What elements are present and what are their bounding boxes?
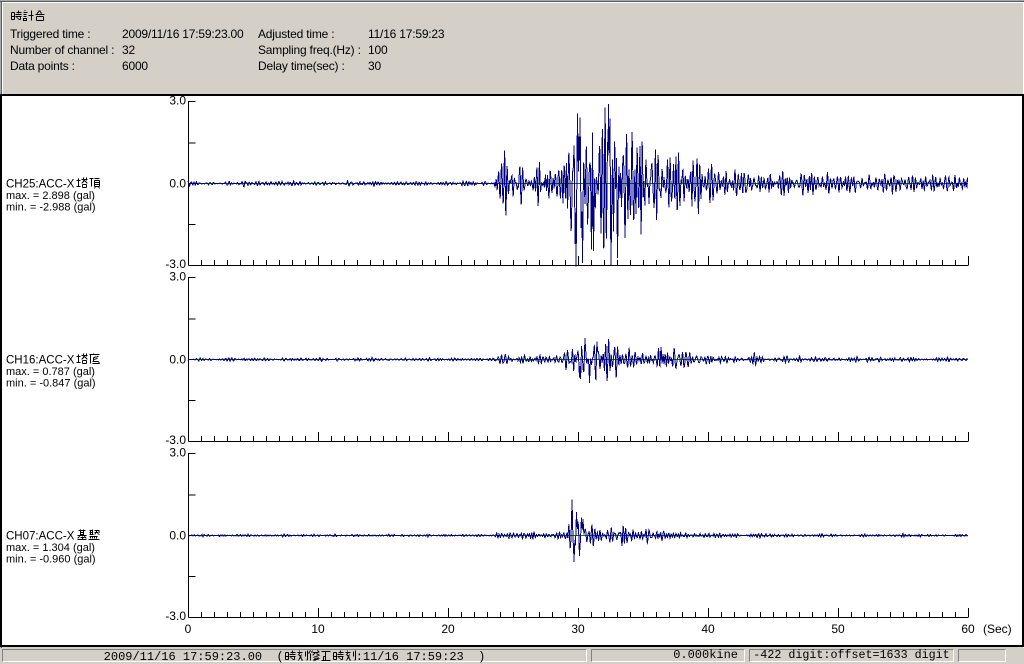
- svg-text:min. = -0.847 (gal): min. = -0.847 (gal): [6, 378, 96, 390]
- svg-text:3.0: 3.0: [169, 94, 186, 108]
- svg-text:max. = 2.898 (gal): max. = 2.898 (gal): [6, 190, 95, 202]
- svg-text:max. = 0.787 (gal): max. = 0.787 (gal): [6, 366, 95, 378]
- svg-text:CH07:ACC-X: CH07:ACC-X: [6, 531, 75, 543]
- svg-text:CH16:ACC-X: CH16:ACC-X: [6, 355, 75, 367]
- svg-text:20: 20: [441, 622, 455, 636]
- svg-text:min. = -0.960 (gal): min. = -0.960 (gal): [6, 554, 96, 566]
- svg-text:60: 60: [961, 622, 975, 636]
- svg-text:-3.0: -3.0: [165, 609, 186, 623]
- svg-text:0: 0: [185, 622, 192, 636]
- svg-text:-3.0: -3.0: [165, 257, 186, 271]
- svg-text:10: 10: [311, 622, 325, 636]
- svg-text:max. = 1.304 (gal): max. = 1.304 (gal): [6, 542, 95, 554]
- svg-text:0.0: 0.0: [169, 177, 186, 191]
- svg-text:3.0: 3.0: [169, 270, 186, 284]
- svg-text:min. = -2.988 (gal): min. = -2.988 (gal): [6, 202, 96, 214]
- svg-text:0.0: 0.0: [169, 529, 186, 543]
- svg-text:-3.0: -3.0: [165, 433, 186, 447]
- svg-text:3.0: 3.0: [169, 446, 186, 460]
- svg-text:(Sec): (Sec): [983, 622, 1012, 636]
- svg-text:0.0: 0.0: [169, 353, 186, 367]
- svg-text:50: 50: [831, 622, 845, 636]
- svg-text:30: 30: [571, 622, 585, 636]
- svg-text:40: 40: [701, 622, 715, 636]
- svg-text:CH25:ACC-X: CH25:ACC-X: [6, 179, 75, 191]
